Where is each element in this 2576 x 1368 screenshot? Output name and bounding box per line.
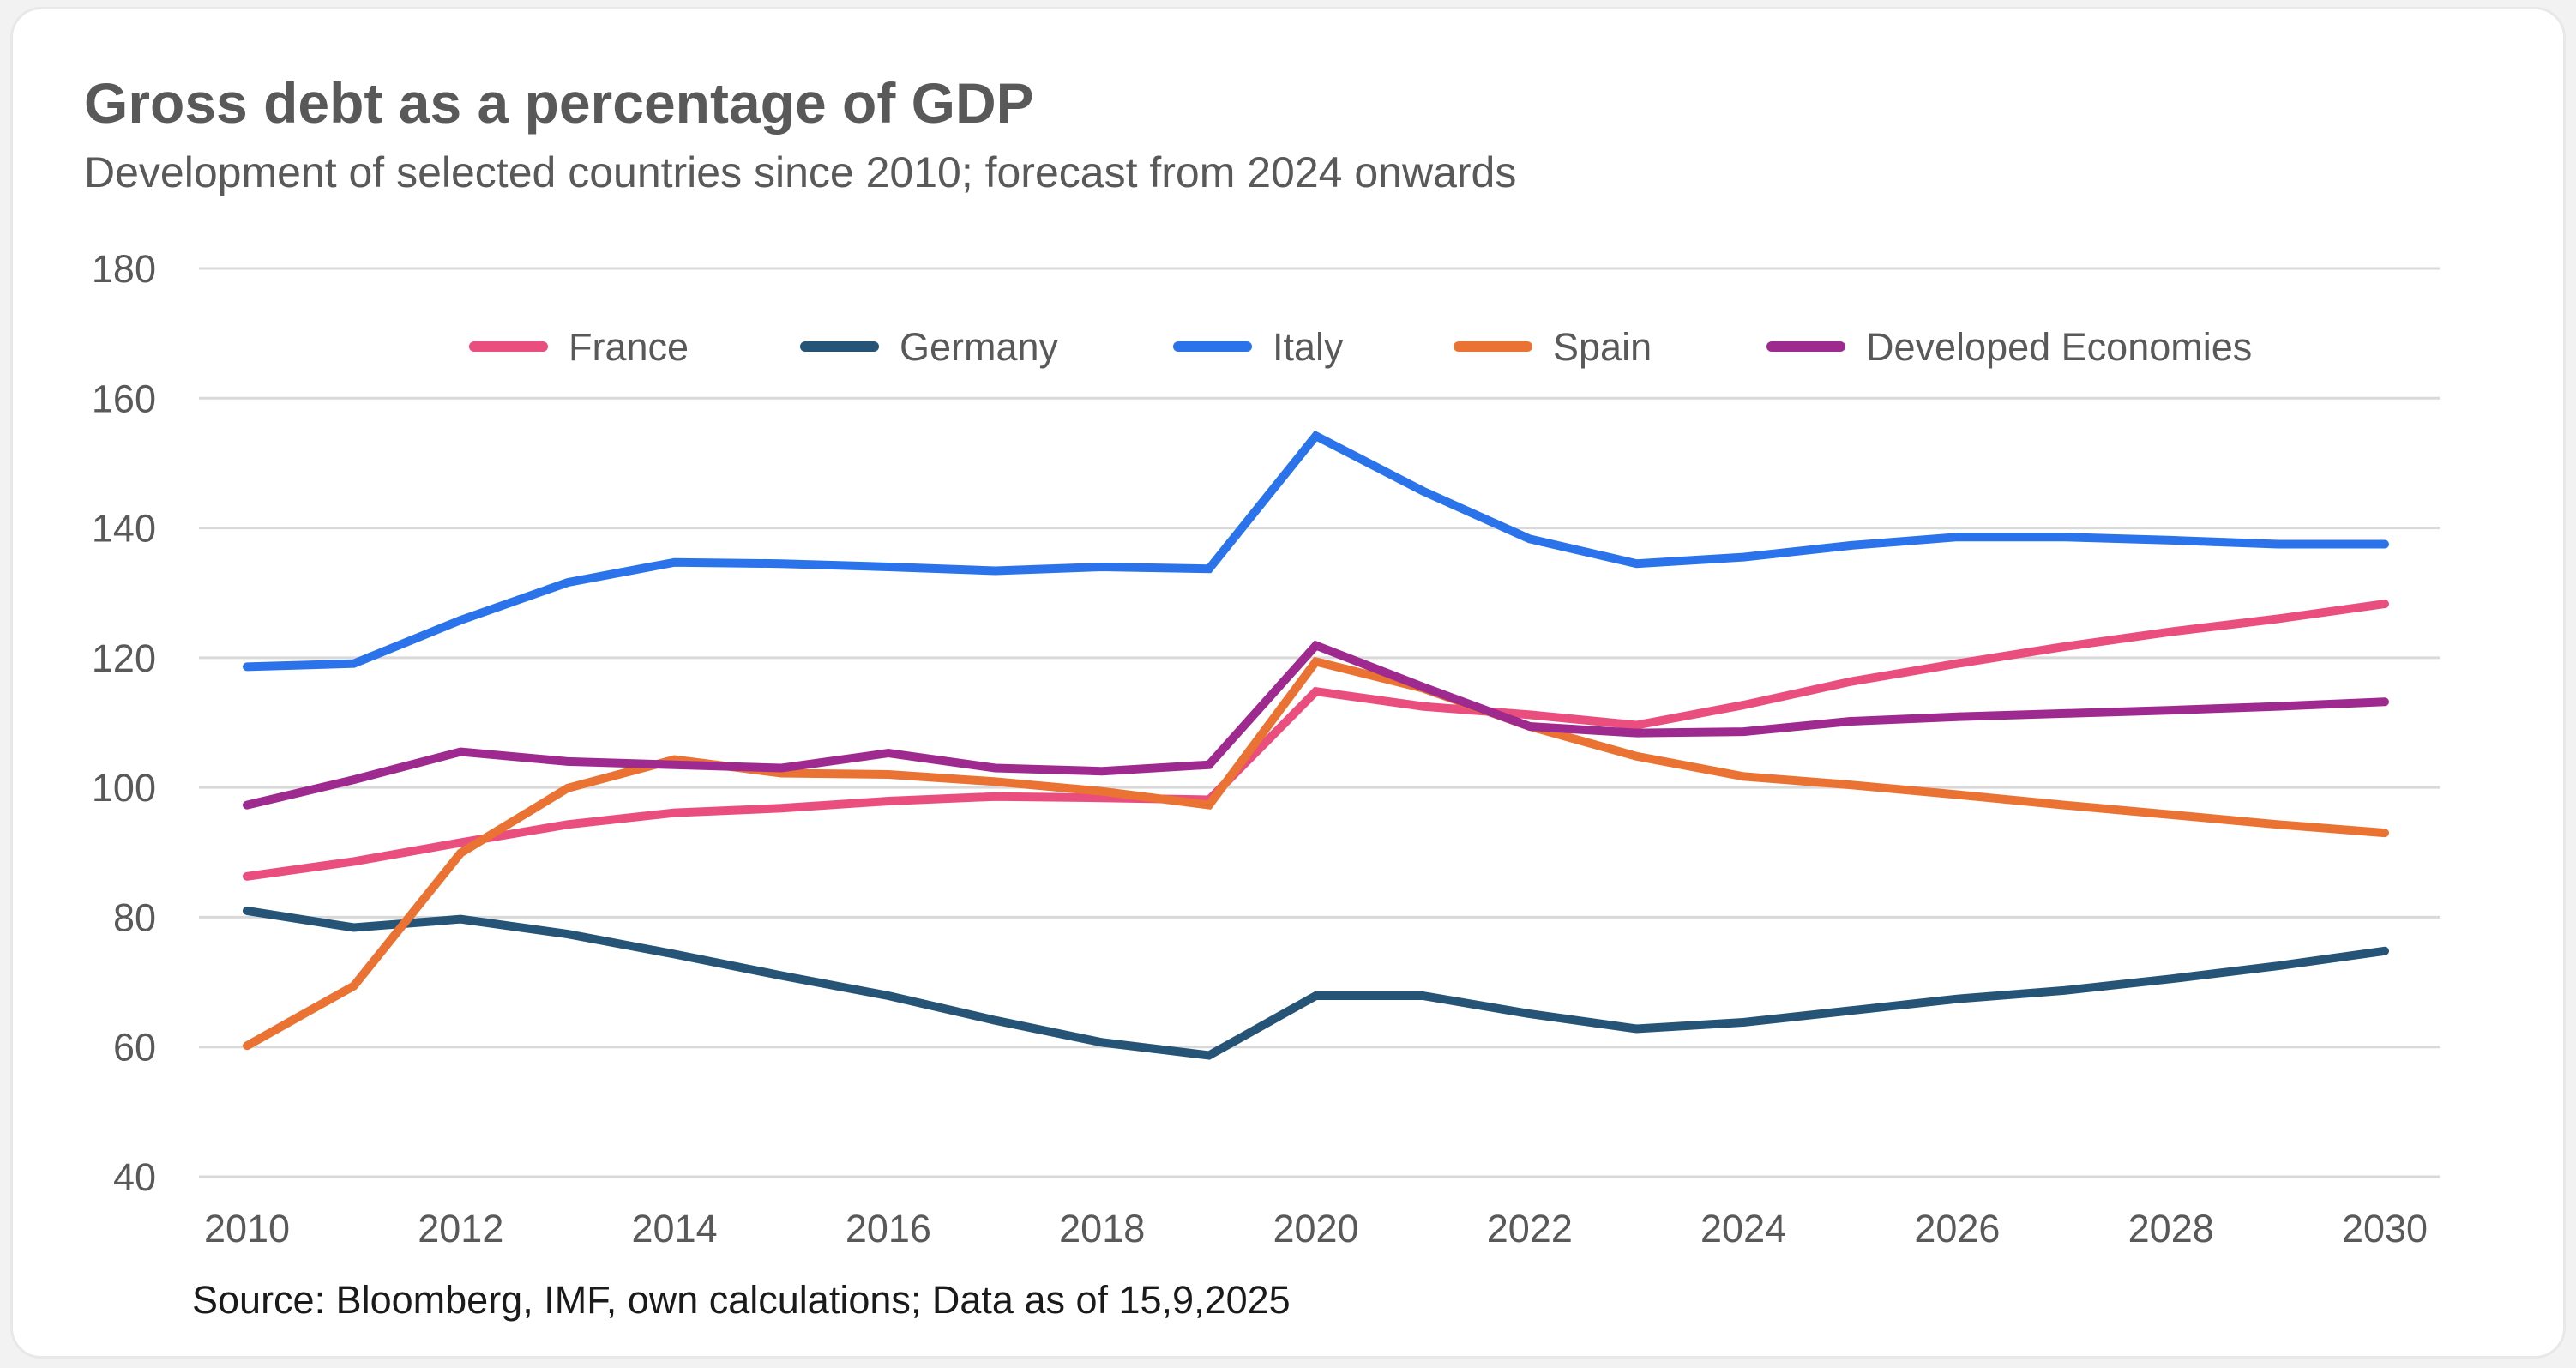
legend-item-germany: Germany xyxy=(800,325,1059,369)
x-tick-label: 2016 xyxy=(846,1207,931,1250)
chart-subtitle: Development of selected countries since … xyxy=(84,148,1517,196)
x-tick-label: 2014 xyxy=(632,1207,718,1250)
x-tick-label: 2012 xyxy=(418,1207,503,1250)
legend-item-spain: Spain xyxy=(1454,325,1652,369)
series-line-developed-economies xyxy=(243,640,2389,810)
x-tick-label: 2028 xyxy=(2128,1207,2214,1250)
legend-label: Spain xyxy=(1553,325,1652,369)
series-lines xyxy=(243,430,2389,1060)
x-tick-label: 2010 xyxy=(204,1207,290,1250)
y-axis-ticks: 40 60 80 100 120 140 160 180 xyxy=(92,247,156,1199)
y-tick-label: 160 xyxy=(92,377,156,420)
legend-label: Germany xyxy=(900,325,1059,369)
y-tick-label: 60 xyxy=(113,1026,156,1070)
legend: France Germany Italy Spain Developed Economi… xyxy=(469,325,2252,369)
legend-label: Developed Economies xyxy=(1866,325,2252,369)
x-tick-label: 2020 xyxy=(1273,1207,1358,1250)
x-tick-label: 2030 xyxy=(2342,1207,2428,1250)
x-tick-label: 2026 xyxy=(1914,1207,2000,1250)
y-tick-label: 120 xyxy=(92,636,156,680)
series-line-italy xyxy=(243,430,2389,672)
legend-label: France xyxy=(569,325,689,369)
legend-item-developed-economies: Developed Economies xyxy=(1766,325,2252,369)
y-tick-label: 40 xyxy=(113,1155,156,1199)
legend-label: Italy xyxy=(1273,325,1344,369)
legend-item-france: France xyxy=(469,325,689,369)
y-tick-label: 140 xyxy=(92,507,156,551)
series-line-france xyxy=(243,600,2389,881)
chart-source-note: Source: Bloomberg, IMF, own calculations… xyxy=(192,1278,1291,1322)
chart-title: Gross debt as a percentage of GDP xyxy=(84,71,1034,135)
series-line-germany xyxy=(243,906,2389,1060)
gridlines xyxy=(199,267,2440,1178)
series-line-spain xyxy=(243,656,2389,1051)
y-tick-label: 180 xyxy=(92,247,156,291)
y-tick-label: 100 xyxy=(92,766,156,810)
legend-item-italy: Italy xyxy=(1173,325,1344,369)
x-axis-ticks: 2010 2012 2014 2016 2018 2020 2022 2024 2026 2028… xyxy=(204,1207,2428,1250)
x-tick-label: 2022 xyxy=(1487,1207,1573,1250)
y-tick-label: 80 xyxy=(113,895,156,939)
x-tick-label: 2024 xyxy=(1700,1207,1786,1250)
x-tick-label: 2018 xyxy=(1059,1207,1145,1250)
